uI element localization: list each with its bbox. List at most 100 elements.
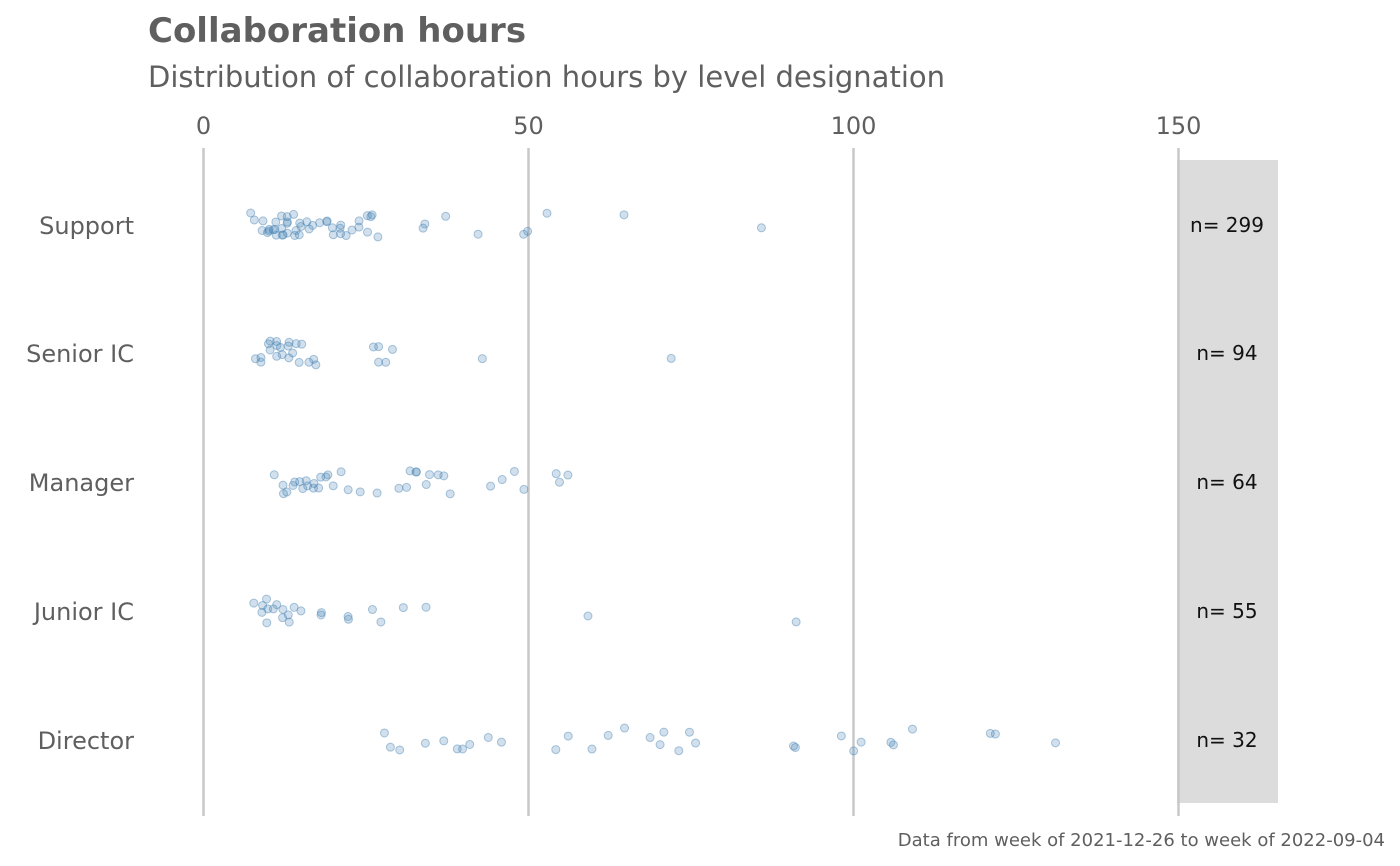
data-point	[421, 480, 431, 490]
data-point	[264, 224, 274, 234]
x-tick-label: 0	[196, 112, 211, 140]
data-point	[314, 483, 324, 493]
data-point	[271, 217, 281, 227]
data-point	[278, 489, 288, 499]
data-point	[387, 344, 397, 354]
data-point	[343, 611, 353, 621]
data-point	[316, 472, 326, 482]
category-label: Senior IC	[26, 340, 134, 368]
data-point	[294, 357, 304, 367]
data-point	[554, 477, 564, 487]
data-point	[294, 230, 304, 240]
data-point	[271, 230, 281, 240]
data-point	[343, 614, 353, 624]
data-point	[355, 487, 365, 497]
count-label: n= 32	[1196, 728, 1257, 752]
data-point	[288, 480, 298, 490]
data-point	[509, 466, 519, 476]
data-point	[284, 353, 294, 363]
data-point	[563, 470, 573, 480]
data-point	[316, 610, 326, 620]
data-point	[289, 209, 299, 219]
data-point	[587, 744, 597, 754]
data-point	[296, 606, 306, 616]
data-point	[258, 601, 268, 611]
data-point	[278, 613, 288, 623]
data-point	[691, 738, 701, 748]
data-point	[990, 729, 1000, 739]
data-point	[256, 353, 266, 363]
data-point	[322, 217, 332, 227]
data-point	[886, 737, 896, 747]
data-point	[452, 744, 462, 754]
x-tick-labels: 0 50 100 150	[196, 112, 1202, 140]
data-point	[303, 481, 313, 491]
data-point	[256, 357, 266, 367]
data-point	[373, 232, 383, 242]
data-point	[311, 360, 321, 370]
data-point	[473, 229, 483, 239]
data-point	[302, 217, 312, 227]
data-point	[308, 220, 318, 230]
data-point	[335, 223, 345, 233]
data-point	[327, 223, 337, 233]
data-point	[756, 223, 766, 233]
data-point	[888, 740, 898, 750]
data-point	[284, 337, 294, 347]
data-point	[441, 211, 451, 221]
data-point	[257, 226, 267, 236]
data-point	[496, 737, 506, 747]
data-point	[486, 481, 496, 491]
category-label: Director	[38, 727, 135, 755]
category-label: Junior IC	[32, 598, 134, 626]
data-point	[272, 341, 282, 351]
x-tick-label: 100	[831, 112, 877, 140]
data-point	[372, 488, 382, 498]
data-point	[1051, 738, 1061, 748]
data-point	[789, 741, 799, 751]
data-point	[291, 339, 301, 349]
data-point	[316, 608, 326, 618]
data-point	[376, 617, 386, 627]
chart-caption: Data from week of 2021-12-26 to week of …	[898, 830, 1385, 851]
data-point	[268, 225, 278, 235]
data-point	[519, 484, 529, 494]
data-point	[341, 231, 351, 241]
data-point	[304, 224, 314, 234]
data-point	[277, 230, 287, 240]
data-point	[619, 210, 629, 220]
data-point	[425, 470, 435, 480]
data-point	[282, 218, 292, 228]
data-point	[411, 467, 421, 477]
data-point	[385, 742, 395, 752]
data-point	[418, 223, 428, 233]
data-point	[323, 470, 333, 480]
data-point	[296, 221, 306, 231]
data-point	[272, 351, 282, 361]
x-tick-label: 50	[513, 112, 544, 140]
data-point	[542, 208, 552, 218]
data-point	[367, 210, 377, 220]
data-point	[258, 216, 268, 226]
data-point	[277, 223, 287, 233]
data-point	[659, 727, 669, 737]
data-point	[985, 728, 995, 738]
data-point	[270, 224, 280, 234]
data-point	[282, 217, 292, 227]
data-point	[308, 483, 318, 493]
data-point	[836, 731, 846, 741]
data-point	[551, 469, 561, 479]
data-point	[363, 227, 373, 237]
count-panel	[1177, 160, 1278, 803]
data-point	[284, 617, 294, 627]
data-point	[420, 219, 430, 229]
data-point	[684, 727, 694, 737]
data-point	[483, 732, 493, 742]
data-point	[328, 230, 338, 240]
data-point	[439, 736, 449, 746]
data-point	[295, 218, 305, 228]
data-point	[278, 480, 288, 490]
data-point	[290, 230, 300, 240]
category-label: Manager	[29, 469, 134, 497]
data-point	[433, 470, 443, 480]
